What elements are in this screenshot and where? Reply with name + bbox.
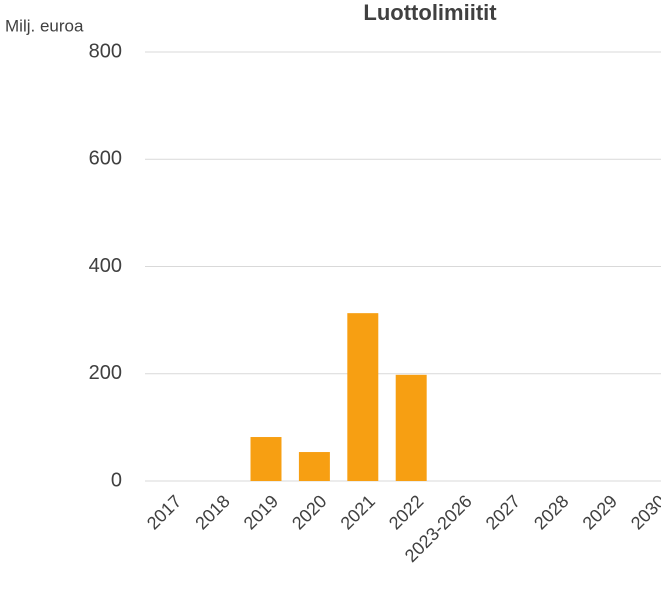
y-tick-label: 200 xyxy=(89,362,122,384)
bar xyxy=(298,452,330,481)
x-tick-label: 2022 xyxy=(385,491,427,533)
bar xyxy=(250,437,282,481)
x-tick-label: 2028 xyxy=(530,491,572,533)
bar xyxy=(395,374,427,481)
x-tick-label: 2019 xyxy=(240,491,282,533)
y-tick-label: 800 xyxy=(89,40,122,62)
x-tick-label: 2030 xyxy=(627,491,661,533)
x-tick-label: 2020 xyxy=(288,491,330,533)
y-tick-label: 0 xyxy=(111,469,122,491)
x-tick-label: 2029 xyxy=(579,491,621,533)
bar xyxy=(347,313,379,481)
y-tick-label: 600 xyxy=(89,148,122,170)
x-tick-label: 2018 xyxy=(191,491,233,533)
x-tick-label: 2027 xyxy=(482,491,524,533)
x-tick-label: 2017 xyxy=(143,491,185,533)
chart-title: Luottolimiitit xyxy=(363,0,497,25)
x-tick-label: 2021 xyxy=(337,491,379,533)
y-axis-label: Milj. euroa xyxy=(5,16,84,35)
y-tick-label: 400 xyxy=(89,255,122,277)
